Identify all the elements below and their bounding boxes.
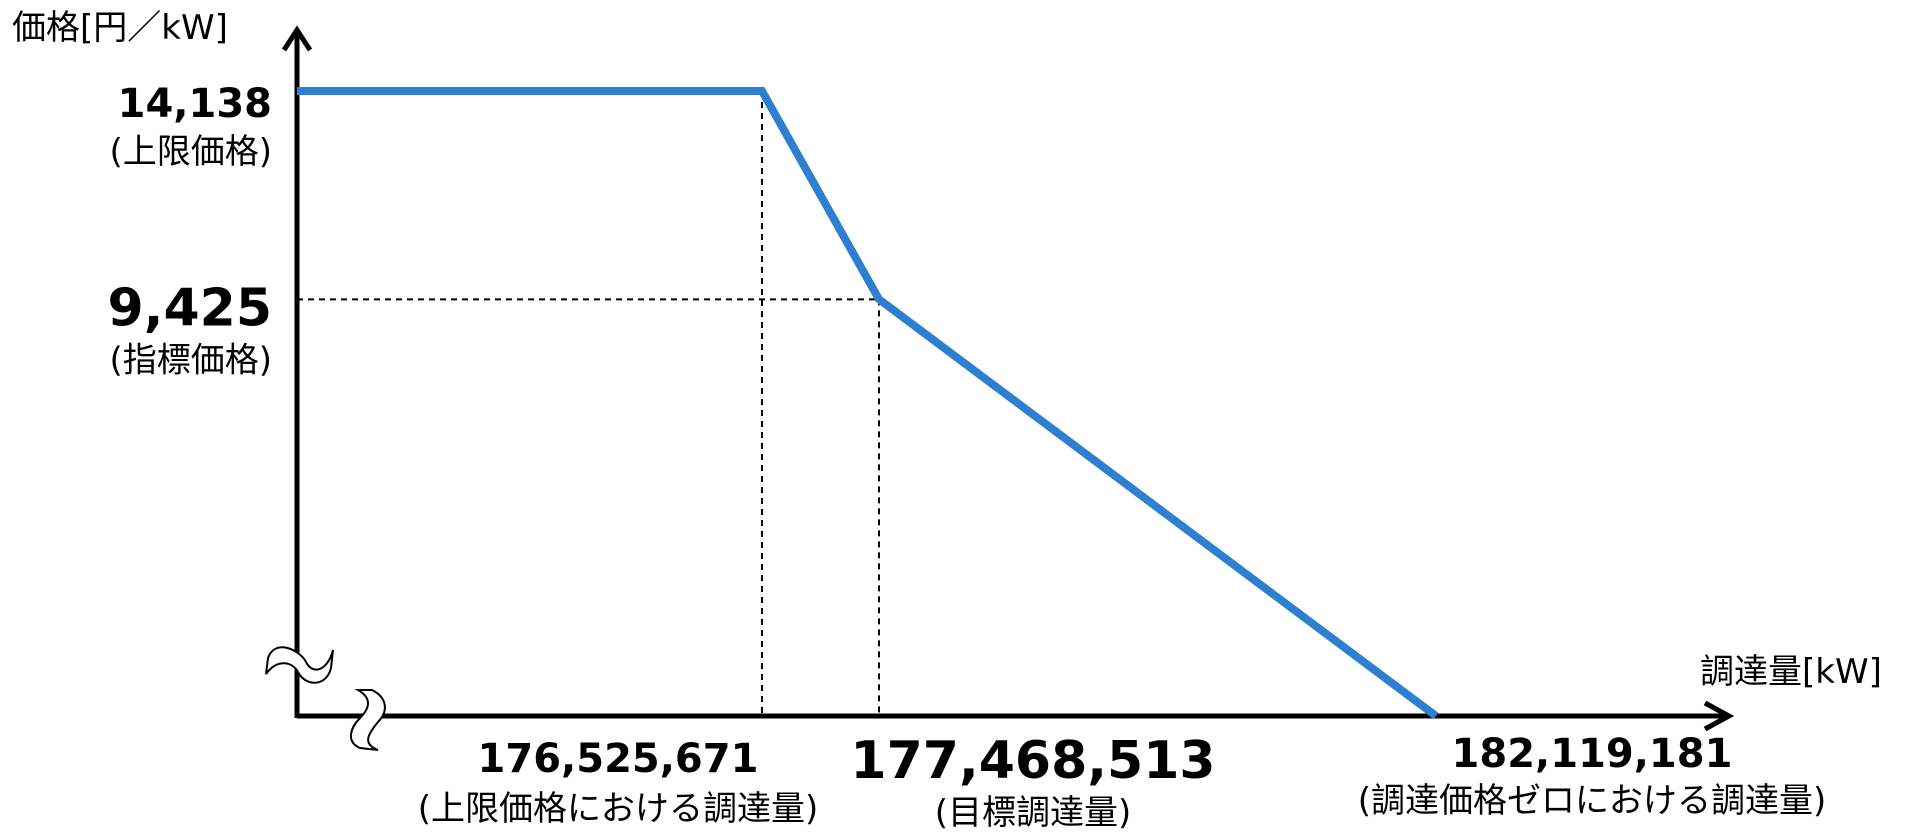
tick-labels: 14,138 (上限価格) 9,425(指標価格) 176,525,671 (上限価格に… [108,81,1827,833]
y-axis-title: 価格[円／kW] [12,8,228,48]
y-tick-label: 9,425 [108,278,272,338]
x-tick-note: (調達価格ゼロにおける調達量) [1358,781,1827,821]
x-tick-label: 182,119,181 [1452,731,1733,777]
x-tick-label: 176,525,671 [478,736,759,782]
x-axis-title: 調達量[kW] [1700,652,1882,692]
axis-break-marks [265,646,386,751]
y-tick-note: (上限価格) [109,132,272,172]
x-axis-break-mark [350,689,386,751]
axes [281,25,1735,732]
guide-lines [297,91,880,716]
y-axis-arrow [281,25,313,52]
x-tick-note: (上限価格における調達量) [418,789,819,829]
x-axis-arrow [1703,700,1735,732]
y-axis-break-mark [265,646,334,684]
x-tick-note: (目標調達量) [935,793,1132,833]
y-tick-note: (指標価格) [109,340,272,380]
y-tick-label: 14,138 [118,81,272,127]
x-tick-label: 177,468,513 [850,731,1215,791]
series-line [297,87,1439,720]
